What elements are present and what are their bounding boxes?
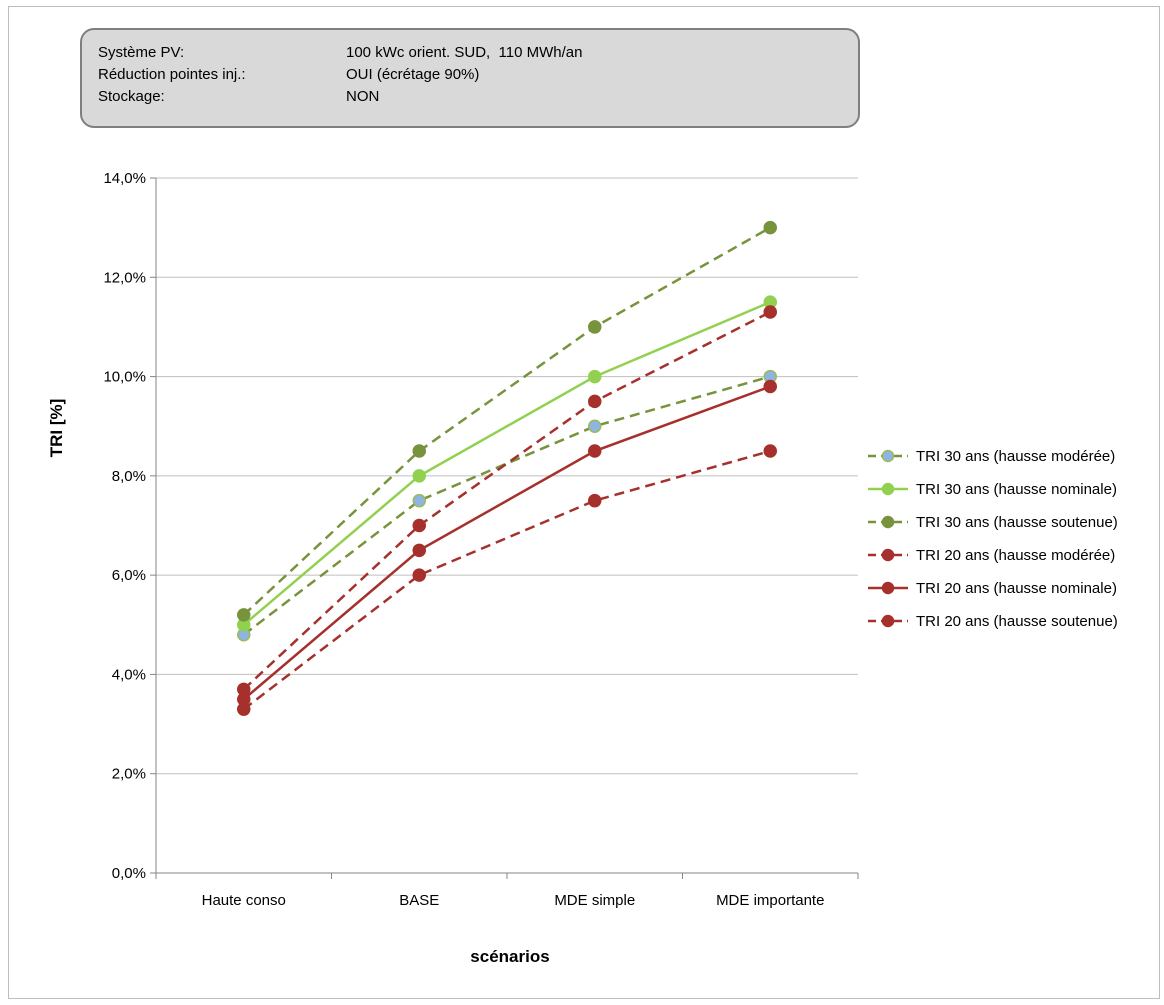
- series-line: [242, 310, 771, 691]
- y-tick-label: 4,0%: [112, 666, 146, 683]
- y-tick-label: 14,0%: [103, 170, 146, 187]
- info-key: Réduction pointes inj.:: [98, 66, 246, 83]
- series-5: [237, 379, 777, 706]
- series-line: [242, 449, 771, 711]
- y-tick-label: 0,0%: [112, 865, 146, 882]
- y-tick-label: 8,0%: [112, 468, 146, 485]
- data-point: [763, 220, 777, 235]
- series-3: [237, 220, 777, 622]
- legend-item: TRI 20 ans (hausse soutenue): [868, 613, 1118, 630]
- y-tick-label: 12,0%: [103, 269, 146, 286]
- data-point: [588, 493, 602, 508]
- x-tick-labels: Haute conso BASE MDE simple MDE importante: [202, 892, 825, 909]
- legend-item: TRI 30 ans (hausse nominale): [868, 481, 1117, 498]
- y-tick-label: 6,0%: [112, 567, 146, 584]
- series-4: [237, 444, 777, 716]
- data-point: [588, 320, 602, 334]
- legend-item: TRI 30 ans (hausse soutenue): [868, 514, 1118, 531]
- legend-item: TRI 20 ans (hausse nominale): [868, 580, 1117, 597]
- x-tick-label: MDE importante: [716, 892, 824, 909]
- x-tick-label: Haute conso: [202, 892, 286, 909]
- legend-label: TRI 20 ans (hausse modérée): [916, 547, 1115, 564]
- legend-marker: [881, 548, 895, 562]
- data-point: [588, 394, 602, 409]
- legend-label: TRI 30 ans (hausse modérée): [916, 448, 1115, 465]
- info-value: NON: [346, 88, 380, 105]
- legend-item: TRI 30 ans (hausse modérée): [868, 448, 1115, 465]
- y-tick-labels: 0,0% 2,0% 4,0% 6,0% 8,0% 10,0% 12,0% 14,0%: [103, 170, 146, 882]
- chart-frame: [8, 6, 1160, 999]
- series-line: [242, 375, 771, 636]
- info-key: Stockage:: [98, 88, 165, 105]
- data-point: [588, 444, 602, 458]
- data-point: [412, 518, 426, 533]
- data-point: [237, 682, 251, 697]
- legend-label: TRI 30 ans (hausse soutenue): [916, 514, 1118, 531]
- legend-marker: [881, 581, 895, 595]
- data-point: [588, 419, 602, 433]
- legend: TRI 30 ans (hausse modérée) TRI 30 ans (h…: [868, 448, 1118, 630]
- data-point: [412, 493, 426, 508]
- series-line: [242, 300, 771, 626]
- data-point: [763, 379, 777, 394]
- info-box: Système PV: 100 kWc orient. SUD, 110 MWh…: [80, 28, 860, 128]
- info-key: Système PV:: [98, 44, 185, 61]
- info-value: 100 kWc orient. SUD, 110 MWh/an: [346, 44, 583, 61]
- series-group: [237, 220, 777, 716]
- series-2: [237, 295, 777, 632]
- legend-label: TRI 30 ans (hausse nominale): [916, 481, 1117, 498]
- info-row-system: Système PV: 100 kWc orient. SUD, 110 MWh…: [98, 42, 858, 64]
- data-point: [588, 369, 602, 384]
- series-1: [237, 369, 777, 642]
- legend-marker: [881, 614, 895, 628]
- y-tick-label: 10,0%: [103, 369, 146, 386]
- y-tick-label: 2,0%: [112, 766, 146, 783]
- info-row-reduction: Réduction pointes inj.: OUI (écrétage 90…: [98, 64, 858, 86]
- legend-marker: [881, 515, 895, 529]
- legend-marker: [881, 482, 895, 496]
- data-point: [412, 469, 426, 483]
- x-tick-label: BASE: [399, 892, 439, 909]
- info-value: OUI (écrétage 90%): [346, 66, 480, 83]
- x-tick-label: MDE simple: [554, 892, 635, 909]
- y-axis-title: TRI [%]: [47, 399, 66, 458]
- axes: [155, 178, 859, 879]
- data-point: [412, 568, 426, 582]
- x-axis-title: scénarios: [470, 947, 549, 966]
- data-point: [763, 444, 777, 458]
- data-point: [237, 608, 251, 622]
- legend-marker: [881, 449, 895, 463]
- series-line: [242, 226, 771, 616]
- info-row-storage: Stockage: NON: [98, 86, 858, 108]
- gridlines: [150, 177, 858, 874]
- series-line: [242, 385, 771, 701]
- data-point: [412, 444, 426, 458]
- legend-label: TRI 20 ans (hausse nominale): [916, 580, 1117, 597]
- data-point: [763, 305, 777, 319]
- data-point: [412, 543, 426, 558]
- legend-item: TRI 20 ans (hausse modérée): [868, 547, 1115, 564]
- legend-label: TRI 20 ans (hausse soutenue): [916, 613, 1118, 630]
- series-6: [237, 305, 777, 697]
